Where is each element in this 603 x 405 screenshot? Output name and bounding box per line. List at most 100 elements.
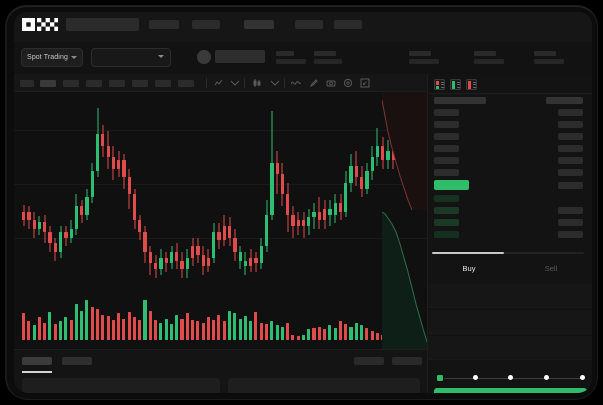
orderbook-rows[interactable] (428, 94, 592, 249)
candle-body (206, 257, 211, 267)
nav-item-2[interactable] (244, 20, 274, 29)
candle-body (227, 226, 232, 238)
timeframe-2[interactable] (63, 80, 79, 87)
timeframe-6[interactable] (155, 80, 171, 87)
indicators-icon[interactable] (214, 78, 224, 88)
candle-body (111, 157, 116, 169)
candle-body (301, 220, 306, 227)
order-form-row-2[interactable] (428, 336, 592, 360)
timeframe-5[interactable] (132, 80, 148, 87)
candle-body (296, 220, 300, 227)
orderbook-bid-row[interactable] (434, 231, 459, 238)
candle (386, 98, 390, 288)
candle (328, 98, 332, 288)
candle-body (201, 254, 205, 267)
bottom-tab-0[interactable] (22, 357, 52, 365)
orderbook-bids-icon[interactable] (450, 79, 461, 90)
orderbook-ask-row[interactable] (434, 157, 459, 164)
bottom-card-1[interactable] (228, 378, 420, 393)
nav-item-3[interactable] (295, 20, 323, 29)
tab-sell[interactable]: Sell (544, 264, 558, 273)
timeframe-1[interactable] (40, 80, 56, 87)
orderbook-bid-row[interactable] (434, 195, 459, 202)
scrollbar-thumb[interactable] (432, 252, 504, 254)
ticker-stat-4 (534, 51, 564, 64)
ticker-stat-0 (276, 51, 306, 64)
orderbook-bid-row[interactable] (434, 207, 459, 214)
timeframe-7[interactable] (178, 80, 194, 87)
candle-body (243, 260, 248, 267)
price-chart[interactable] (14, 92, 427, 349)
candle-body (85, 197, 89, 215)
orderbook-ask-row[interactable] (434, 121, 459, 128)
tab-buy[interactable]: Buy (462, 264, 476, 273)
order-form-row-1[interactable] (428, 310, 592, 334)
nav-item-1[interactable] (192, 20, 220, 29)
candle (370, 98, 374, 288)
slider-stop-75[interactable] (544, 375, 549, 380)
volume-bar (69, 320, 73, 340)
chevron-down-icon[interactable] (230, 80, 240, 86)
wave-indicator-icon[interactable] (291, 78, 301, 88)
timeframe-4[interactable] (109, 80, 125, 87)
timeframe-0[interactable] (20, 80, 34, 87)
nav-item-0[interactable] (149, 20, 179, 29)
volume-bar (37, 317, 41, 340)
fullscreen-icon[interactable] (360, 78, 370, 88)
candle-body (106, 145, 110, 158)
volume-bar (365, 328, 369, 340)
candle-body (117, 159, 121, 169)
timeframe-3[interactable] (86, 80, 102, 87)
chart-type-icon[interactable] (252, 78, 262, 88)
volume-bar (338, 321, 342, 340)
slider-stop-25[interactable] (473, 375, 478, 380)
bottom-action-1[interactable] (392, 357, 422, 365)
amount-slider[interactable] (436, 373, 586, 383)
candle (249, 98, 253, 288)
candle (180, 98, 184, 288)
bottom-tab-1[interactable] (62, 357, 92, 365)
camera-snapshot-icon[interactable] (326, 78, 336, 88)
volume-bar (143, 300, 147, 340)
candle (349, 98, 353, 288)
candle-body (154, 263, 158, 270)
volume-bar (212, 320, 216, 340)
bottom-action-0[interactable] (354, 357, 384, 365)
candle (360, 98, 364, 288)
search-input[interactable] (66, 18, 139, 31)
order-form-row-0[interactable] (428, 284, 592, 308)
candle (233, 98, 237, 288)
chevron-down-icon[interactable] (270, 80, 280, 86)
orderbook-bid-row[interactable] (434, 219, 459, 226)
slider-handle[interactable] (436, 374, 444, 382)
bottom-card-0[interactable] (22, 378, 220, 393)
slider-stop-50[interactable] (508, 375, 513, 380)
orderbook-ask-row[interactable] (434, 133, 459, 140)
slider-stop-100[interactable] (580, 375, 585, 380)
orderbook-ask-row[interactable] (434, 145, 459, 152)
orderbook-ask-row[interactable] (434, 109, 459, 116)
candle (217, 98, 221, 288)
candle (344, 98, 348, 288)
orderbook-asks-icon[interactable] (466, 79, 477, 90)
nav-item-4[interactable] (334, 20, 362, 29)
volume-bar (328, 325, 332, 340)
candle-body (32, 220, 36, 229)
candle (154, 98, 158, 288)
scrollbar-track[interactable] (432, 252, 584, 254)
pair-select[interactable] (91, 48, 171, 67)
candle-body (291, 214, 295, 227)
orderbook-both-icon[interactable] (434, 79, 445, 90)
okx-logo-icon[interactable] (22, 18, 58, 31)
trading-mode-selector[interactable]: Spot Trading (21, 48, 83, 67)
volume-bar (360, 325, 364, 340)
volume-bar (122, 318, 126, 340)
submit-order-button[interactable] (434, 388, 587, 393)
orderbook-bid-size (558, 231, 583, 238)
candle (206, 98, 211, 288)
candle (291, 98, 295, 288)
pencil-draw-icon[interactable] (309, 78, 319, 88)
orderbook-ask-row[interactable] (434, 169, 459, 176)
settings-gear-icon[interactable] (343, 78, 353, 88)
candle-body (286, 194, 290, 215)
